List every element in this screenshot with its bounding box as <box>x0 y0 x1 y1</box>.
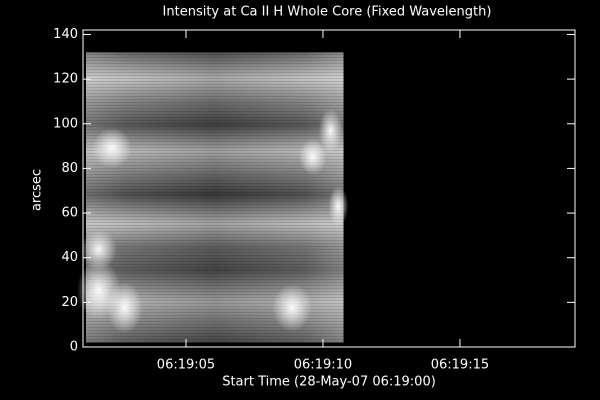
image-highlight <box>318 108 343 153</box>
y-tick-label: 100 <box>53 116 78 131</box>
y-axis-label: arcsec <box>30 169 45 211</box>
image-highlight <box>298 138 327 175</box>
image-highlight <box>91 128 132 169</box>
chart-title: Intensity at Ca II H Whole Core (Fixed W… <box>163 5 492 20</box>
x-tick-label: 06:19:10 <box>294 358 352 373</box>
y-tick-label: 80 <box>61 161 78 176</box>
x-tick-label: 06:19:15 <box>431 358 489 373</box>
image-highlight <box>106 281 143 334</box>
x-axis-label: Start Time (28-May-07 06:19:00) <box>222 375 436 390</box>
image-highlight <box>328 186 349 227</box>
x-tick-label: 06:19:05 <box>157 358 215 373</box>
y-tick-label: 60 <box>61 206 78 221</box>
y-tick-label: 0 <box>70 340 78 355</box>
y-tick-label: 140 <box>53 27 78 42</box>
image-layer <box>76 52 349 343</box>
y-tick-label: 40 <box>61 250 78 265</box>
y-tick-label: 20 <box>61 295 78 310</box>
image-highlight <box>80 229 117 270</box>
y-tick-label: 120 <box>53 72 78 87</box>
plot-frame <box>82 29 576 348</box>
image-highlight <box>272 283 313 332</box>
